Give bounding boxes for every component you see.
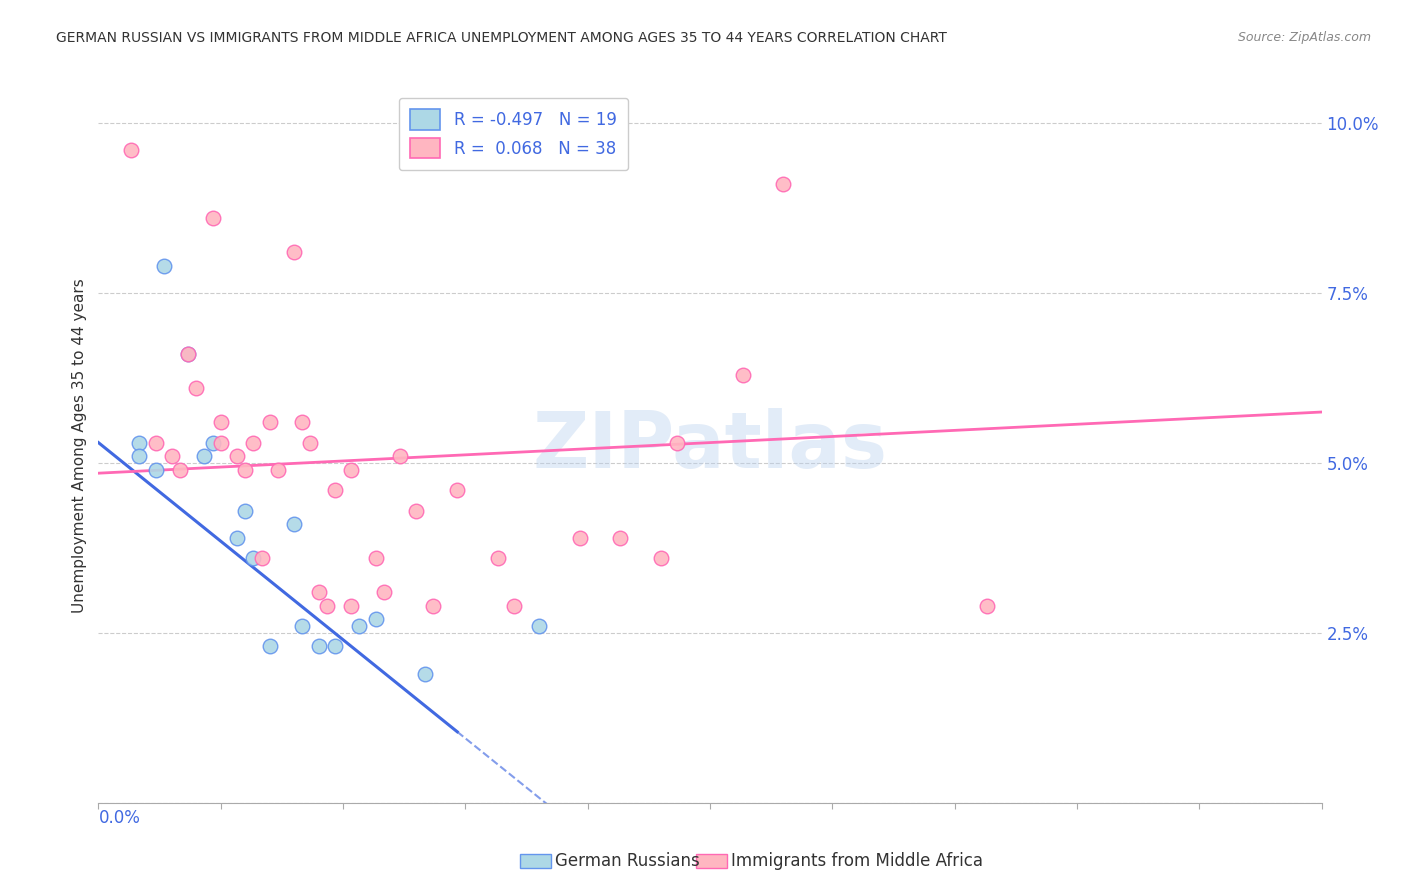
Point [267,463,290,477]
Point [340,463,363,477]
Point [731,368,754,382]
Point [340,599,363,613]
Point [283,245,305,260]
Point [291,415,314,429]
Point [650,551,672,566]
Point [177,347,200,361]
Point [291,619,314,633]
Point [364,551,387,566]
Point [422,599,444,613]
Text: ZIPatlas: ZIPatlas [533,408,887,484]
Point [486,551,509,566]
Point [413,666,436,681]
Point [186,381,208,395]
Point [259,640,281,654]
Point [209,415,232,429]
Point [503,599,526,613]
Point [323,483,346,498]
Point [308,585,330,599]
Point [128,435,150,450]
Point [315,599,337,613]
Point [193,449,215,463]
Point [233,503,256,517]
Point [666,435,689,450]
Text: GERMAN RUSSIAN VS IMMIGRANTS FROM MIDDLE AFRICA UNEMPLOYMENT AMONG AGES 35 TO 44: GERMAN RUSSIAN VS IMMIGRANTS FROM MIDDLE… [56,31,948,45]
Point [242,551,264,566]
Point [349,619,371,633]
Point [242,435,264,450]
Point [772,178,794,192]
Point [201,435,224,450]
Point [283,517,305,532]
Point [145,435,167,450]
Point [152,259,174,273]
Point [373,585,395,599]
Point [169,463,191,477]
Point [160,449,183,463]
Point [201,211,224,226]
Point [177,347,200,361]
Point [405,503,427,517]
Text: 0.0%: 0.0% [98,808,141,827]
Point [364,612,387,626]
Text: Source: ZipAtlas.com: Source: ZipAtlas.com [1237,31,1371,45]
Point [308,640,330,654]
Point [976,599,998,613]
Point [226,531,249,545]
Text: Immigrants from Middle Africa: Immigrants from Middle Africa [731,852,983,870]
Point [233,463,256,477]
Point [527,619,550,633]
Point [128,449,150,463]
Point [120,144,142,158]
Text: German Russians: German Russians [555,852,700,870]
Point [259,415,281,429]
Point [389,449,412,463]
Point [209,435,232,450]
Point [323,640,346,654]
Point [299,435,322,450]
Point [568,531,591,545]
Point [446,483,468,498]
Point [609,531,631,545]
Point [226,449,249,463]
Point [145,463,167,477]
Y-axis label: Unemployment Among Ages 35 to 44 years: Unemployment Among Ages 35 to 44 years [72,278,87,614]
Point [250,551,273,566]
Legend: R = -0.497   N = 19, R =  0.068   N = 38: R = -0.497 N = 19, R = 0.068 N = 38 [399,97,628,169]
